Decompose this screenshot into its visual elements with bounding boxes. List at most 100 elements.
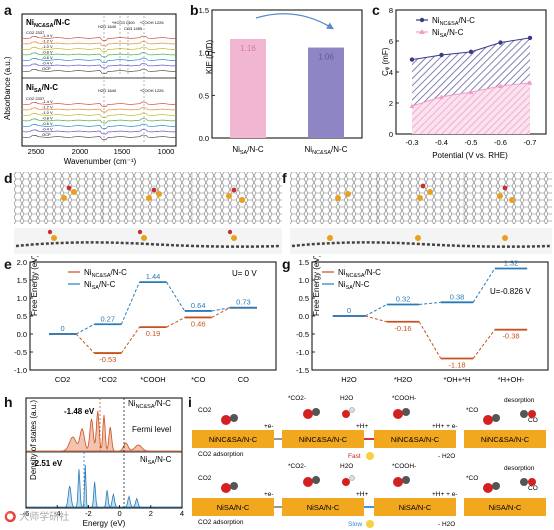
panel-b-ylabel: KIE (H/D) bbox=[205, 39, 214, 74]
fe-ytick: 1.0 bbox=[299, 276, 309, 285]
fe-ytick: -1.0 bbox=[296, 348, 309, 357]
fe-ytick: -0.5 bbox=[296, 330, 309, 339]
ftir-bottom-spectrum bbox=[21, 101, 177, 107]
fe-ytick: 0.5 bbox=[299, 294, 309, 303]
step-proton: +H+ bbox=[356, 491, 368, 498]
fe-category: *CO bbox=[191, 375, 205, 384]
panel-label-d: d bbox=[4, 170, 13, 186]
catalyst-box bbox=[464, 498, 546, 516]
oxygen-atom bbox=[393, 477, 403, 487]
ftir-top-spectrum bbox=[21, 52, 177, 58]
co2-adsorption-label: CO2 adsorption bbox=[198, 519, 244, 526]
co-product-carbon bbox=[520, 478, 528, 486]
b-ytick-label: 0.0 bbox=[199, 134, 209, 143]
step-proton-electron: +H+ + e- bbox=[432, 491, 457, 498]
fe-value-label: 0 bbox=[61, 324, 65, 333]
watermark: ⭕ 大师学研社 bbox=[4, 512, 70, 523]
water-oxygen bbox=[342, 410, 350, 418]
catalyst-box bbox=[374, 498, 456, 516]
carbon-atom bbox=[312, 476, 320, 484]
c-ytick: 8 bbox=[389, 6, 393, 15]
h2o-label: H2O bbox=[340, 463, 353, 470]
ftir-top-potential: -0.8 V bbox=[42, 50, 53, 55]
ftir-bottom-potential: -1.2 V bbox=[42, 105, 53, 110]
oxygen-atom bbox=[483, 415, 493, 425]
fe-connector bbox=[211, 307, 231, 318]
fe-connector bbox=[166, 316, 185, 328]
panel-f-structures bbox=[290, 172, 552, 254]
desorption-label: desorption bbox=[504, 397, 535, 404]
fe-connector bbox=[75, 323, 95, 335]
catalyst-box-label: NiSA/N-C bbox=[217, 503, 250, 512]
panel-a-bottom-title: NiSA/N-C bbox=[26, 83, 58, 94]
panel-i-mechanism: NiNC&SA/N-C NiNC&SA/N-C NiNC&SA/N-C NiNC&SA… bbox=[192, 395, 546, 528]
fe-value-label: 0.38 bbox=[450, 292, 465, 301]
step-rate: Fast bbox=[348, 453, 361, 460]
ftir-bottom-spectrum bbox=[21, 107, 177, 113]
step-rate: Slow bbox=[348, 521, 362, 528]
e-legend-1: NiNC&SA/N-C bbox=[84, 268, 127, 279]
fe-ytick: -1.5 bbox=[296, 366, 309, 375]
co2-label: CO2 bbox=[198, 407, 212, 414]
co-ads-label: *CO bbox=[466, 407, 478, 414]
ftir-bottom-spectrum bbox=[21, 112, 177, 118]
c-point bbox=[498, 83, 503, 88]
step-water-loss: - H2O bbox=[438, 521, 455, 528]
c-legend-1: NiNC&SA/N-C bbox=[432, 16, 475, 27]
ftir-top-spectrum bbox=[21, 63, 177, 69]
water-oxygen bbox=[342, 478, 350, 486]
peak-co3-top: CO3 1455 bbox=[124, 26, 143, 31]
fe-connector bbox=[472, 268, 496, 303]
ftir-bottom-potential: -1.4 V bbox=[42, 99, 53, 104]
panel-g-ylabel: Free Energy (eV) bbox=[312, 256, 321, 316]
panel-f-graphene bbox=[290, 172, 552, 254]
oxygen-atom bbox=[483, 483, 493, 493]
ftir-top-spectrum bbox=[21, 35, 177, 41]
fe-ytick: -1.0 bbox=[14, 366, 27, 375]
c-xtick: -0.7 bbox=[524, 138, 537, 147]
catalyst-box bbox=[464, 430, 546, 448]
fe-value-label: 0 bbox=[347, 306, 351, 315]
panel-a-ftir: NiNC&SA/N-C NiSA/N-C H2O 1640 *HCO3 1400… bbox=[3, 13, 177, 166]
co-product-carbon bbox=[520, 410, 528, 418]
c-point bbox=[409, 57, 415, 62]
ftir-bottom-spectrum bbox=[21, 118, 177, 124]
fe-ytick: 0.0 bbox=[299, 312, 309, 321]
carbon-atom bbox=[230, 414, 238, 422]
catalyst-box-label: NiSA/N-C bbox=[489, 503, 522, 512]
panel-label-h: h bbox=[4, 394, 13, 410]
c-point bbox=[468, 89, 474, 95]
fe-connector bbox=[364, 304, 388, 317]
fe-category: *H2O bbox=[394, 375, 413, 384]
fe-connector bbox=[419, 301, 441, 305]
emoji-icon bbox=[366, 452, 374, 460]
oxygen-atom bbox=[221, 415, 231, 425]
ftir-top-potential: -0.4 V bbox=[42, 61, 53, 66]
h-xtick: -6 bbox=[23, 509, 30, 518]
ftir-top-potential: -1.2 V bbox=[42, 39, 53, 44]
ftir-top-potential: -1.4 V bbox=[42, 33, 53, 38]
c-xtick: -0.3 bbox=[406, 138, 419, 147]
h-xtick: -2 bbox=[85, 509, 92, 518]
emoji-icon bbox=[366, 520, 374, 528]
panel-a-xtick: 2500 bbox=[28, 147, 45, 156]
fe-value-label: 0.27 bbox=[100, 314, 115, 323]
step-electron: +e- bbox=[264, 423, 274, 430]
ftir-top-spectrum bbox=[21, 46, 177, 52]
fe-category: *CO2 bbox=[99, 375, 117, 384]
catalyst-box bbox=[374, 430, 456, 448]
fe-value-label: -0.16 bbox=[394, 324, 411, 333]
peak-cooh-top: *COOH 1226 bbox=[140, 20, 164, 25]
catalyst-box bbox=[192, 498, 274, 516]
ftir-top-spectrum bbox=[21, 68, 177, 74]
e-legend-2: NiSA/N-C bbox=[84, 280, 116, 291]
b-ytick-label: 1.0 bbox=[199, 49, 209, 58]
fe-category: *H+OH- bbox=[498, 375, 525, 384]
fe-connector bbox=[120, 281, 140, 325]
c-point bbox=[498, 40, 503, 45]
c-legend-2: NiSA/N-C bbox=[432, 28, 464, 39]
peak-h2o-bottom: H2O 1640 bbox=[98, 88, 117, 93]
peak-hco3-top: *HCO3 1400 bbox=[112, 20, 135, 25]
c-ytick: 6 bbox=[389, 37, 393, 46]
carbon-atom bbox=[230, 482, 238, 490]
